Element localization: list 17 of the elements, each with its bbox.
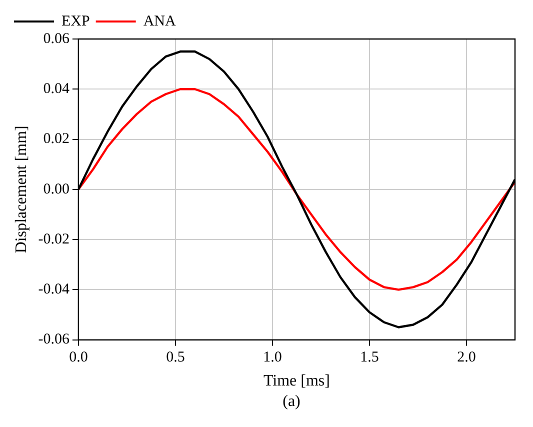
y-tick-label: 0.06 [43, 30, 70, 47]
legend-label: EXP [62, 13, 90, 30]
x-tick-label: 0.0 [69, 350, 88, 366]
x-tick-label: 1.0 [263, 350, 282, 366]
legend-label: ANA [143, 13, 176, 30]
x-tick-label: 0.5 [166, 350, 185, 366]
x-tick-label: 1.5 [360, 350, 379, 366]
x-tick-label: 2.0 [457, 350, 476, 366]
text: (a) [282, 393, 302, 411]
y-tick-label: -0.06 [38, 332, 70, 348]
y-tick-label: 0.00 [43, 181, 70, 198]
y-axis-title: Displacement [mm] [12, 126, 30, 254]
y-tick-label: -0.02 [38, 231, 70, 248]
x-axis-title: Time [ms] [263, 372, 330, 390]
y-tick-label: 0.04 [43, 81, 70, 98]
y-tick-label: 0.02 [43, 131, 70, 148]
y-tick-label: -0.04 [38, 282, 70, 298]
